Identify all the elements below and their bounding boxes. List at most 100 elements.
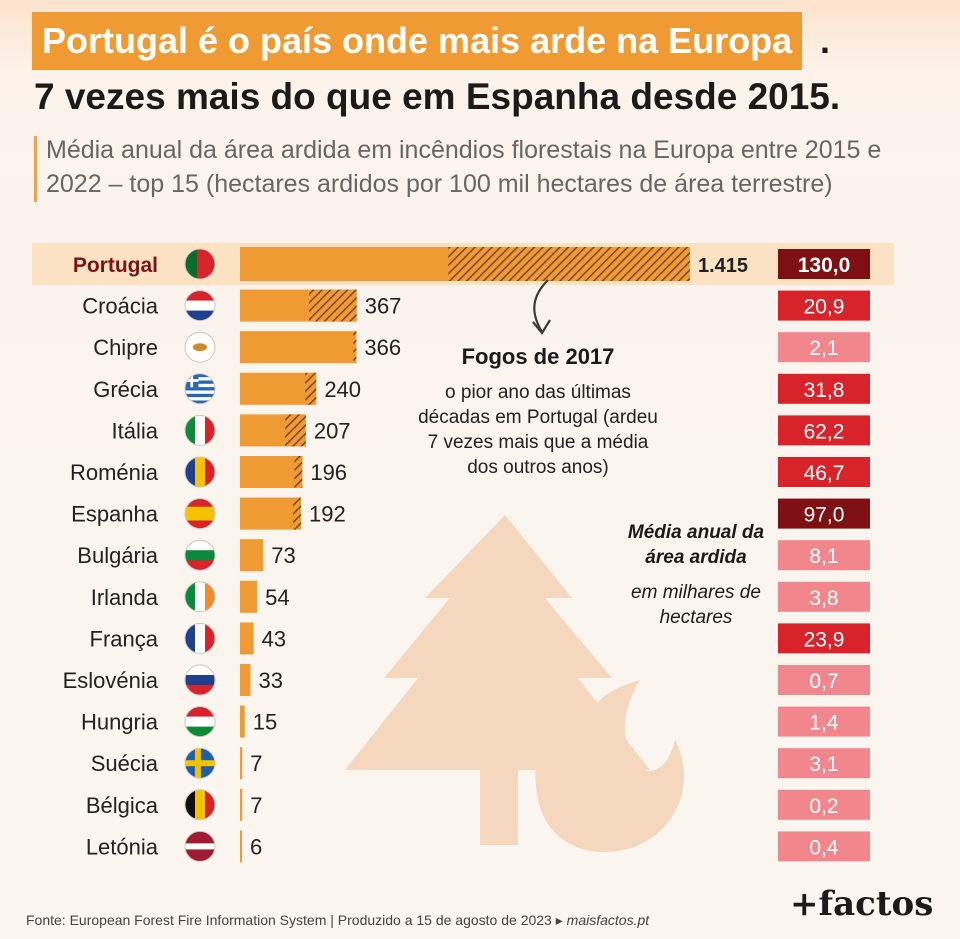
value-label: 240 [324, 377, 361, 402]
bar [240, 664, 251, 696]
flame-shape [535, 672, 685, 852]
sweden-flag-icon [184, 747, 216, 779]
secondary-value-box [778, 498, 870, 529]
category-label: Espanha [71, 502, 159, 527]
belgium-flag-icon [184, 789, 216, 821]
secondary-value-box [778, 623, 870, 654]
footer-produced: Produzido a 15 de agosto de 2023 [337, 912, 552, 928]
category-label: Bulgária [77, 543, 158, 568]
footer-link[interactable]: maisfactos.pt [566, 912, 650, 928]
secondary-value-label: 0,7 [809, 670, 838, 693]
bar-2017-segment [353, 331, 357, 364]
secondary-value-box [778, 249, 870, 279]
value-label: 7 [250, 793, 262, 818]
category-label: Bélgica [86, 793, 159, 818]
category-label: Croácia [82, 294, 159, 319]
subtitle-accent-bar [34, 136, 37, 202]
bar [240, 622, 254, 655]
secondary-value-label: 0,4 [809, 836, 839, 859]
value-label: 54 [265, 585, 289, 610]
annotation-title: Fogos de 2017 [461, 344, 615, 369]
bar-2017-segment [448, 247, 690, 281]
secondary-value-label: 2,1 [809, 337, 838, 360]
category-label: Irlanda [91, 585, 159, 610]
bar [240, 705, 245, 738]
category-label: França [90, 626, 159, 651]
title-highlight: Portugal é o país onde mais arde na Euro… [32, 12, 803, 70]
category-label: Grécia [93, 377, 159, 402]
category-label: Letónia [86, 834, 159, 859]
secondary-value-label: 23,9 [804, 628, 845, 651]
brand-logo: +factos [790, 884, 934, 924]
value-label: 192 [309, 502, 346, 527]
value-label: 207 [314, 418, 351, 443]
bar-2017-segment [305, 372, 317, 405]
romania-flag-icon [184, 456, 216, 488]
secondary-value-box [778, 290, 870, 321]
category-label: Chipre [93, 335, 158, 360]
secondary-series-subtitle: em milhares de hectares [631, 582, 761, 628]
secondary-value-box [778, 373, 870, 404]
secondary-value-box [778, 332, 870, 363]
bar [240, 539, 264, 572]
cyprus-flag-icon [184, 331, 216, 363]
category-label: Eslovénia [63, 668, 159, 693]
bar-2017-segment [285, 414, 306, 447]
secondary-value-label: 3,8 [809, 587, 838, 610]
secondary-value-label: 46,7 [804, 462, 845, 485]
secondary-value-box [778, 831, 870, 862]
bar [240, 331, 357, 364]
secondary-series-title: Média anual da área ardida [627, 522, 765, 568]
secondary-value-label: 130,0 [798, 254, 851, 277]
bar [240, 747, 243, 780]
croatia-flag-icon [184, 290, 216, 322]
subtitle: Média anual da área ardida em incêndios … [46, 136, 882, 198]
annotation-text: o pior ano das últimas décadas em Portug… [418, 382, 658, 478]
category-label: Suécia [91, 751, 159, 776]
spain-flag-icon [184, 498, 216, 530]
latvia-flag-icon [184, 830, 216, 862]
bulgaria-flag-icon [184, 539, 216, 571]
bar-2017-segment [294, 456, 303, 488]
category-label: Roménia [70, 460, 159, 485]
bar-2017-segment [309, 289, 357, 322]
value-label: 1.415 [698, 255, 748, 277]
secondary-value-label: 3,1 [809, 753, 838, 776]
value-label: 367 [365, 294, 402, 319]
bar-2017-segment [293, 497, 302, 530]
italy-flag-icon [184, 414, 216, 446]
secondary-value-label: 31,8 [804, 379, 845, 402]
value-label: 196 [310, 460, 347, 485]
ireland-flag-icon [184, 581, 216, 613]
title-dot: . [820, 20, 831, 61]
bar [240, 830, 242, 863]
secondary-value-label: 0,2 [809, 795, 838, 818]
category-label: Portugal [73, 254, 158, 277]
category-label: Hungria [81, 710, 159, 735]
secondary-value-box [778, 665, 870, 695]
hungary-flag-icon [184, 706, 216, 738]
footer-source: Fonte: European Forest Fire Information … [26, 912, 327, 928]
value-label: 15 [253, 710, 277, 735]
portugal-flag-icon [184, 248, 216, 280]
france-flag-icon [184, 622, 216, 654]
tree-fire-icon [345, 515, 685, 852]
category-label: Itália [112, 418, 159, 443]
secondary-value-box [778, 789, 870, 820]
secondary-value-label: 20,9 [804, 296, 845, 319]
value-label: 6 [250, 834, 262, 859]
footer: Fonte: European Forest Fire Information … [26, 912, 649, 929]
secondary-value-label: 8,1 [809, 545, 838, 568]
secondary-value-label: 97,0 [804, 504, 845, 527]
bar [240, 497, 302, 530]
secondary-value-box [778, 581, 870, 612]
secondary-value-box [778, 706, 870, 737]
annotation-arrow-icon [532, 279, 551, 335]
value-label: 73 [271, 543, 295, 568]
bar [240, 580, 258, 613]
value-label: 33 [258, 668, 282, 693]
value-label: 43 [262, 626, 286, 651]
secondary-value-box [778, 540, 870, 571]
secondary-value-label: 1,4 [809, 712, 839, 735]
